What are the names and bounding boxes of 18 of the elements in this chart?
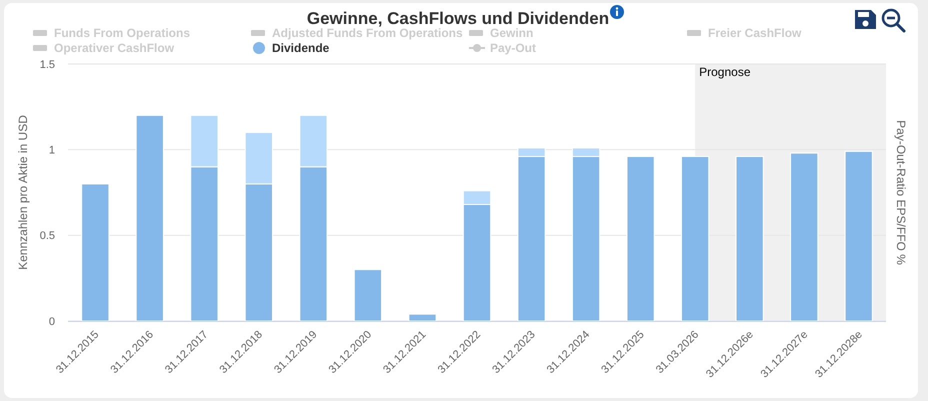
bar [136,114,164,322]
y-tick-label: 0.5 [40,230,55,242]
bar [736,156,764,322]
chart-title: Gewinne, CashFlows und Dividenden [306,9,610,28]
y-axis-title: Kennzahlen pro Aktie in USD [16,114,30,270]
y-tick-label: 0 [48,316,55,328]
band-label: Prognose [699,65,751,79]
bar [626,156,655,322]
legend-label: Dividende [272,41,330,55]
bar [408,314,437,322]
bar [844,150,873,322]
y2-axis-title: Pay-Out-Ratio EPS/FFO % [894,120,908,266]
bar [790,152,818,322]
bar [354,269,382,322]
y-tick-label: 1.5 [40,58,55,71]
bar [81,183,110,322]
bar [681,156,710,322]
y-tick-label: 1 [48,144,55,157]
